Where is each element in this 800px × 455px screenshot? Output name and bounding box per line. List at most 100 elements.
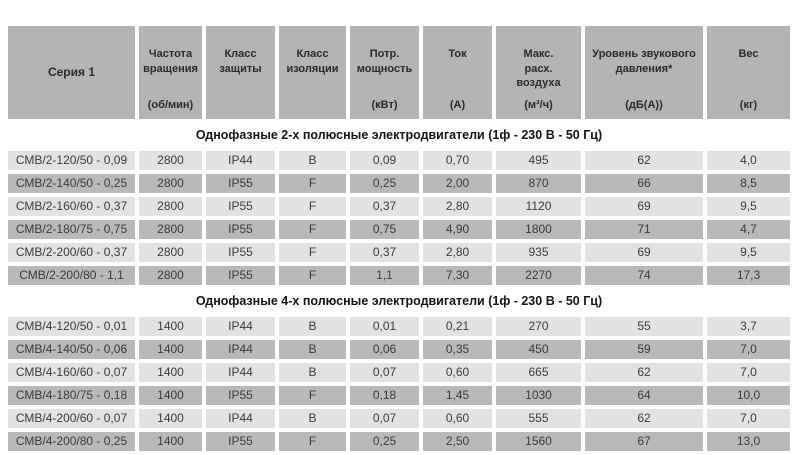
- column-header-power: Потр. мощность (кВт): [350, 26, 419, 119]
- value-cell: 4,7: [707, 219, 790, 239]
- section-title: Однофазные 2-х полюсные электродвигатели…: [8, 122, 790, 147]
- value-cell: 1400: [139, 316, 202, 336]
- value-cell: 7,0: [707, 362, 790, 382]
- value-cell: 74: [585, 265, 703, 285]
- column-unit: (А): [449, 99, 466, 112]
- value-cell: 55: [585, 316, 703, 336]
- value-cell: 2800: [139, 173, 202, 193]
- column-title: Ток: [448, 48, 467, 61]
- value-cell: B: [279, 339, 346, 359]
- column-title: Класс изоляции: [286, 48, 339, 75]
- value-cell: 0,07: [350, 408, 419, 428]
- value-cell: 0,75: [350, 219, 419, 239]
- value-cell: 0,70: [423, 150, 492, 170]
- table-row: СМВ/4-200/60 - 0,07 1400 IP44 B 0,07 0,60 555 6…: [8, 408, 790, 428]
- value-cell: 17,3: [707, 265, 790, 285]
- value-cell: 1560: [496, 431, 581, 451]
- motor-spec-table: Серия 1 Частота вращения (об/мин) Класс …: [4, 22, 794, 455]
- value-cell: F: [279, 385, 346, 405]
- value-cell: IP55: [206, 385, 275, 405]
- value-cell: 3,7: [707, 316, 790, 336]
- section-title-row: Однофазные 4-х полюсные электродвигатели…: [8, 288, 790, 313]
- value-cell: IP55: [206, 242, 275, 262]
- value-cell: IP55: [206, 265, 275, 285]
- value-cell: 9,5: [707, 242, 790, 262]
- value-cell: 2800: [139, 265, 202, 285]
- column-header-insulation-class: Класс изоляции: [279, 26, 346, 119]
- table-header: Серия 1 Частота вращения (об/мин) Класс …: [8, 26, 790, 119]
- value-cell: 2800: [139, 242, 202, 262]
- column-title: Класс защиты: [219, 48, 262, 75]
- column-header-airflow: Макс. расх. воздуха (м³/ч): [496, 26, 581, 119]
- table-row: СМВ/2-200/60 - 0,37 2800 IP55 F 0,37 2,80 935 6…: [8, 242, 790, 262]
- value-cell: 2,80: [423, 196, 492, 216]
- value-cell: 1,45: [423, 385, 492, 405]
- value-cell: 0,25: [350, 431, 419, 451]
- value-cell: F: [279, 219, 346, 239]
- column-unit: (кг): [739, 99, 758, 112]
- value-cell: 4,0: [707, 150, 790, 170]
- section-title-row: Однофазные 2-х полюсные электродвигатели…: [8, 122, 790, 147]
- model-cell: СМВ/2-200/60 - 0,37: [8, 242, 135, 262]
- value-cell: 0,37: [350, 242, 419, 262]
- value-cell: 2800: [139, 219, 202, 239]
- column-unit: (м³/ч): [524, 99, 553, 112]
- value-cell: IP44: [206, 316, 275, 336]
- value-cell: 555: [496, 408, 581, 428]
- value-cell: 2800: [139, 196, 202, 216]
- value-cell: 1400: [139, 431, 202, 451]
- value-cell: 62: [585, 408, 703, 428]
- table-row: СМВ/4-140/50 - 0,06 1400 IP44 B 0,06 0,35 450 5…: [8, 339, 790, 359]
- model-cell: СМВ/4-140/50 - 0,06: [8, 339, 135, 359]
- model-cell: СМВ/4-180/75 - 0,18: [8, 385, 135, 405]
- value-cell: 0,60: [423, 408, 492, 428]
- value-cell: 62: [585, 362, 703, 382]
- column-title: Макс. расх. воздуха: [516, 48, 561, 89]
- value-cell: 0,18: [350, 385, 419, 405]
- value-cell: 9,5: [707, 196, 790, 216]
- column-title: Уровень звукового давления*: [592, 48, 696, 75]
- value-cell: 64: [585, 385, 703, 405]
- model-cell: СМВ/2-120/50 - 0,09: [8, 150, 135, 170]
- value-cell: 7,0: [707, 339, 790, 359]
- value-cell: F: [279, 242, 346, 262]
- value-cell: IP44: [206, 408, 275, 428]
- value-cell: 59: [585, 339, 703, 359]
- value-cell: 870: [496, 173, 581, 193]
- value-cell: 2800: [139, 150, 202, 170]
- table-row: СМВ/2-160/60 - 0,37 2800 IP55 F 0,37 2,80 1120…: [8, 196, 790, 216]
- value-cell: B: [279, 408, 346, 428]
- column-header-sound-level: Уровень звукового давления* (дБ(А)): [585, 26, 703, 119]
- value-cell: 665: [496, 362, 581, 382]
- table-body: Однофазные 2-х полюсные электродвигатели…: [8, 122, 790, 451]
- value-cell: 69: [585, 196, 703, 216]
- value-cell: 69: [585, 242, 703, 262]
- table-row: СМВ/4-160/60 - 0,07 1400 IP44 B 0,07 0,60 665 6…: [8, 362, 790, 382]
- value-cell: B: [279, 150, 346, 170]
- column-unit: (кВт): [371, 99, 398, 112]
- value-cell: 7,30: [423, 265, 492, 285]
- value-cell: 0,01: [350, 316, 419, 336]
- value-cell: 1400: [139, 339, 202, 359]
- value-cell: 495: [496, 150, 581, 170]
- model-cell: СМВ/4-200/80 - 0,25: [8, 431, 135, 451]
- value-cell: 0,35: [423, 339, 492, 359]
- value-cell: 66: [585, 173, 703, 193]
- value-cell: 0,37: [350, 196, 419, 216]
- model-cell: СМВ/4-160/60 - 0,07: [8, 362, 135, 382]
- value-cell: 4,90: [423, 219, 492, 239]
- value-cell: 1030: [496, 385, 581, 405]
- value-cell: 270: [496, 316, 581, 336]
- value-cell: 1800: [496, 219, 581, 239]
- value-cell: 1400: [139, 385, 202, 405]
- model-cell: СМВ/4-120/50 - 0,01: [8, 316, 135, 336]
- value-cell: 13,0: [707, 431, 790, 451]
- value-cell: 0,07: [350, 362, 419, 382]
- page: Серия 1 Частота вращения (об/мин) Класс …: [4, 22, 794, 455]
- table-row: СМВ/4-200/80 - 0,25 1400 IP55 F 0,25 2,50 1560…: [8, 431, 790, 451]
- table-row: СМВ/4-120/50 - 0,01 1400 IP44 B 0,01 0,21 270 5…: [8, 316, 790, 336]
- table-row: СМВ/2-180/75 - 0,75 2800 IP55 F 0,75 4,90 1800…: [8, 219, 790, 239]
- value-cell: B: [279, 316, 346, 336]
- model-cell: СМВ/4-200/60 - 0,07: [8, 408, 135, 428]
- model-cell: СМВ/2-140/50 - 0,25: [8, 173, 135, 193]
